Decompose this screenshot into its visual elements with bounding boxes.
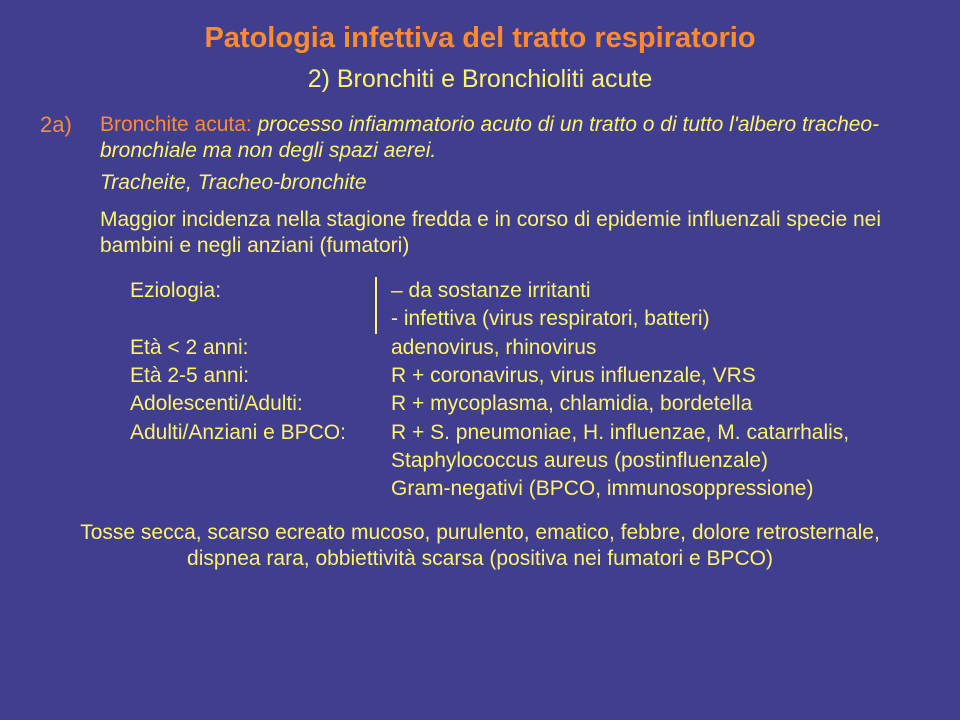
- row-label-adulti-bpco: Adulti/Anziani e BPCO:: [130, 419, 375, 447]
- row-label-adolescenti: Adolescenti/Adulti:: [130, 390, 375, 418]
- page-subtitle: 2) Bronchiti e Bronchioliti acute: [40, 65, 920, 94]
- table-row: - infettiva (virus respiratori, batteri): [130, 305, 920, 333]
- bronchite-paragraph: Bronchite acuta: processo infiammatorio …: [100, 112, 920, 165]
- row-value: R + coronavirus, virus influenzale, VRS: [391, 362, 920, 390]
- vertical-separator: [375, 419, 377, 504]
- row-value: R + mycoplasma, chlamidia, bordetella: [391, 390, 920, 418]
- table-row: Adulti/Anziani e BPCO: R + S. pneumoniae…: [130, 419, 920, 504]
- eziologia-table: Eziologia: – da sostanze irritanti - inf…: [130, 277, 920, 504]
- tracheite-line: Tracheite, Tracheo-bronchite: [100, 171, 920, 195]
- vertical-separator: [375, 390, 377, 418]
- row-value: - infettiva (virus respiratori, batteri): [391, 305, 920, 333]
- vertical-separator: [375, 305, 377, 333]
- row-value-line: R + S. pneumoniae, H. influenzae, M. cat…: [391, 419, 920, 447]
- row-value-line: Staphylococcus aureus (postinfluenzale): [391, 447, 920, 475]
- row-value: – da sostanze irritanti: [391, 277, 920, 305]
- row-value-line: Gram-negativi (BPCO, immunosoppressione): [391, 475, 920, 503]
- row-value: adenovirus, rhinovirus: [391, 334, 920, 362]
- table-row: Età < 2 anni: adenovirus, rhinovirus: [130, 334, 920, 362]
- maggior-paragraph: Maggior incidenza nella stagione fredda …: [100, 207, 920, 260]
- vertical-separator: [375, 334, 377, 362]
- row-value: R + S. pneumoniae, H. influenzae, M. cat…: [391, 419, 920, 504]
- table-row: Adolescenti/Adulti: R + mycoplasma, chla…: [130, 390, 920, 418]
- row-label-eta-2-5: Età 2-5 anni:: [130, 362, 375, 390]
- section-2a: 2a) Bronchite acuta: processo infiammato…: [40, 112, 920, 165]
- table-row: Eziologia: – da sostanze irritanti: [130, 277, 920, 305]
- vertical-separator: [375, 277, 377, 305]
- table-row: Età 2-5 anni: R + coronavirus, virus inf…: [130, 362, 920, 390]
- bottom-paragraph: Tosse secca, scarso ecreato mucoso, puru…: [40, 520, 920, 573]
- row-label-eziologia: Eziologia:: [130, 277, 375, 305]
- page-title: Patologia infettiva del tratto respirato…: [40, 22, 920, 55]
- bronchite-label: Bronchite acuta:: [100, 113, 252, 136]
- row-label-eta-2: Età < 2 anni:: [130, 334, 375, 362]
- section-label-2a: 2a): [40, 112, 100, 138]
- vertical-separator: [375, 362, 377, 390]
